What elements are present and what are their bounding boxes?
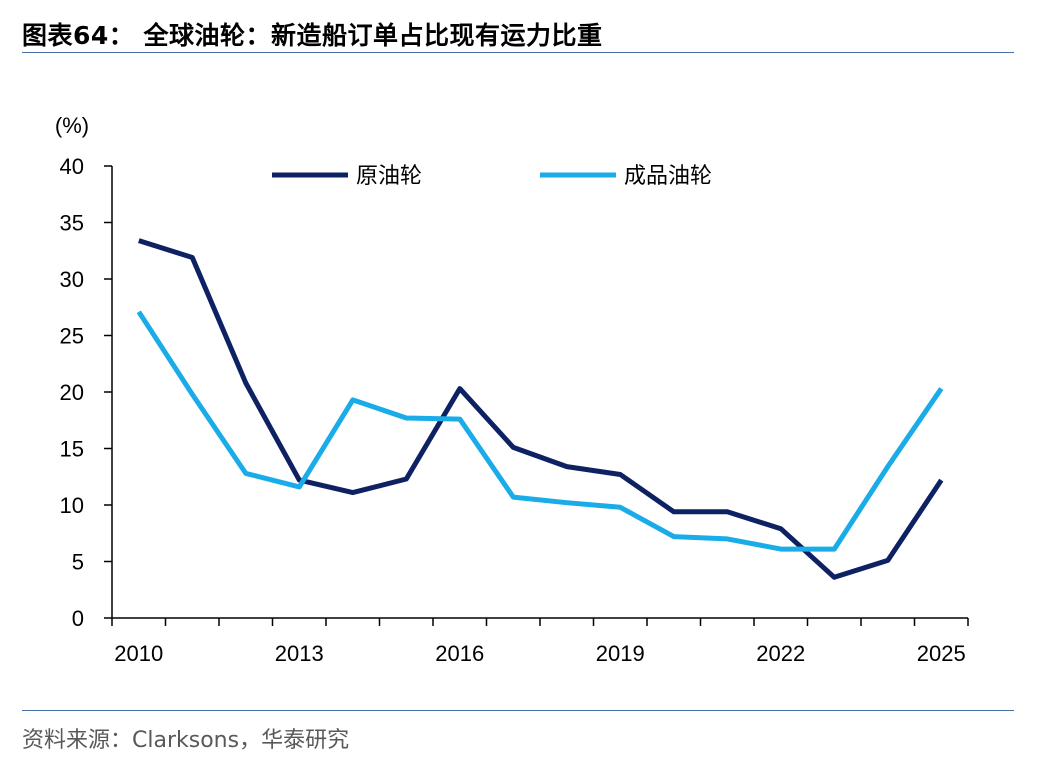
- y-tick-label: 40: [60, 154, 84, 179]
- x-tick-label: 2019: [596, 641, 645, 666]
- series-line-1: [138, 238, 944, 580]
- x-tick-label: 2013: [275, 641, 324, 666]
- x-tick-label: 2010: [114, 641, 163, 666]
- y-tick-label: 30: [60, 267, 84, 292]
- y-tick-label: 5: [72, 550, 84, 575]
- y-tick-label: 0: [72, 606, 84, 631]
- y-tick-label: 15: [60, 437, 84, 462]
- source-note: 资料来源：Clarksons，华泰研究: [22, 728, 350, 753]
- chart-title: 图表64： 全球油轮：新造船订单占比现有运力比重: [22, 21, 603, 50]
- x-tick-label: 2016: [435, 641, 484, 666]
- y-tick-label: 10: [60, 493, 84, 518]
- x-tick-label: 2025: [917, 641, 966, 666]
- legend-label-2: 成品油轮: [624, 164, 712, 189]
- x-tick-label: 2022: [756, 641, 805, 666]
- title-divider: [22, 52, 1014, 53]
- source-divider: [22, 710, 1014, 711]
- y-tick-label: 20: [60, 380, 84, 405]
- y-axis-unit: (%): [55, 113, 89, 138]
- y-tick-label: 25: [60, 324, 84, 349]
- series-line-2: [136, 310, 944, 552]
- legend-label-1: 原油轮: [356, 164, 422, 189]
- y-tick-label: 35: [60, 211, 84, 236]
